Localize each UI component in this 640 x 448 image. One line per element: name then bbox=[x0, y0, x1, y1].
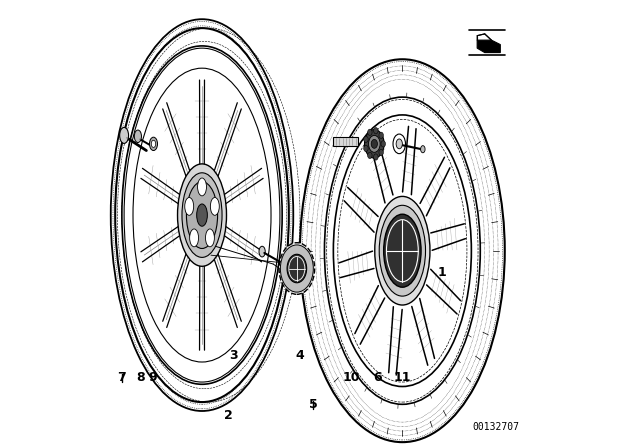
Ellipse shape bbox=[381, 141, 385, 147]
Ellipse shape bbox=[111, 19, 293, 411]
Ellipse shape bbox=[364, 145, 368, 151]
Ellipse shape bbox=[367, 129, 372, 135]
Ellipse shape bbox=[115, 28, 289, 402]
Ellipse shape bbox=[379, 132, 383, 138]
Text: 00132707: 00132707 bbox=[472, 422, 520, 431]
Ellipse shape bbox=[364, 136, 368, 142]
Ellipse shape bbox=[333, 115, 472, 387]
Ellipse shape bbox=[198, 178, 207, 196]
Ellipse shape bbox=[182, 173, 222, 258]
Text: 10: 10 bbox=[342, 371, 360, 384]
Ellipse shape bbox=[365, 129, 384, 158]
Ellipse shape bbox=[287, 254, 307, 283]
Ellipse shape bbox=[185, 198, 194, 215]
Text: 4: 4 bbox=[296, 349, 305, 362]
Ellipse shape bbox=[367, 152, 372, 159]
Text: 3: 3 bbox=[229, 349, 237, 362]
Text: 11: 11 bbox=[394, 371, 411, 384]
Ellipse shape bbox=[380, 205, 426, 296]
Ellipse shape bbox=[396, 139, 403, 149]
Text: 7: 7 bbox=[118, 371, 126, 384]
Text: 1: 1 bbox=[438, 266, 447, 279]
Ellipse shape bbox=[371, 139, 378, 148]
Ellipse shape bbox=[383, 214, 421, 287]
Ellipse shape bbox=[151, 140, 156, 147]
Ellipse shape bbox=[177, 164, 227, 266]
Text: 2: 2 bbox=[225, 409, 233, 422]
Ellipse shape bbox=[196, 204, 207, 226]
Text: 8: 8 bbox=[137, 371, 145, 384]
Ellipse shape bbox=[393, 134, 406, 154]
Text: 5: 5 bbox=[309, 398, 317, 411]
Ellipse shape bbox=[375, 196, 430, 305]
Ellipse shape bbox=[374, 128, 378, 134]
Ellipse shape bbox=[134, 130, 141, 142]
Ellipse shape bbox=[279, 243, 315, 294]
Polygon shape bbox=[477, 40, 500, 52]
Ellipse shape bbox=[120, 127, 129, 143]
Ellipse shape bbox=[189, 229, 198, 247]
Polygon shape bbox=[477, 34, 492, 40]
Ellipse shape bbox=[133, 68, 271, 362]
Ellipse shape bbox=[122, 46, 282, 384]
Ellipse shape bbox=[379, 149, 383, 155]
Text: 9: 9 bbox=[148, 371, 157, 384]
Ellipse shape bbox=[205, 229, 214, 247]
Ellipse shape bbox=[280, 245, 314, 292]
Ellipse shape bbox=[324, 97, 480, 404]
Ellipse shape bbox=[374, 154, 378, 160]
Ellipse shape bbox=[186, 182, 218, 249]
Ellipse shape bbox=[211, 198, 220, 215]
Bar bbox=[333, 137, 358, 146]
Ellipse shape bbox=[259, 246, 265, 257]
Text: 6: 6 bbox=[374, 371, 382, 384]
Ellipse shape bbox=[150, 137, 157, 151]
Ellipse shape bbox=[300, 59, 505, 442]
Ellipse shape bbox=[420, 146, 425, 153]
Ellipse shape bbox=[369, 135, 380, 152]
